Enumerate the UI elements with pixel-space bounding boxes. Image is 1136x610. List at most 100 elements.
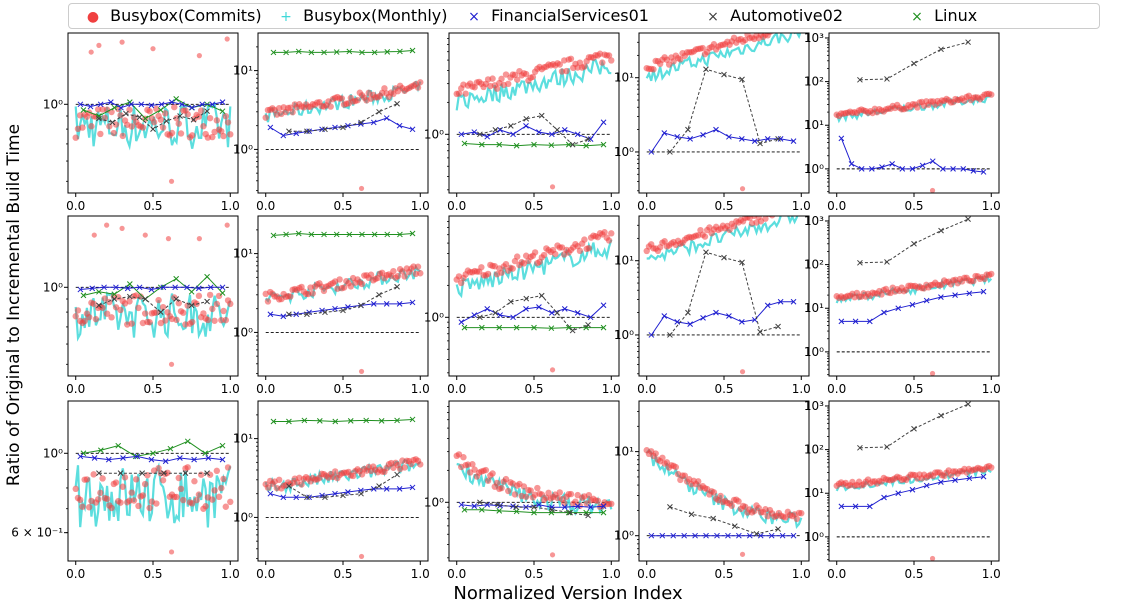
legend-item-linux: × Linux xyxy=(905,6,977,26)
point-busybox-commits-outlier xyxy=(142,232,148,238)
point-busybox-commits xyxy=(213,117,221,124)
point-financialservices01 xyxy=(899,166,906,172)
point-financialservices01 xyxy=(779,532,786,539)
point-financialservices01 xyxy=(168,99,175,105)
point-busybox-commits xyxy=(146,319,153,326)
point-busybox-commits xyxy=(458,279,465,287)
point-financialservices01 xyxy=(868,166,875,172)
point-busybox-commits xyxy=(585,491,593,499)
point-financialservices01 xyxy=(105,456,112,463)
point-busybox-commits xyxy=(581,63,588,70)
legend-label: Busybox(Monthly) xyxy=(303,6,448,25)
point-financialservices01 xyxy=(980,288,987,295)
point-busybox-commits xyxy=(514,76,521,83)
x-tick-label: 1.0 xyxy=(602,567,621,581)
point-busybox-commits xyxy=(471,84,478,91)
point-busybox-commits xyxy=(608,500,615,508)
point-financialservices01 xyxy=(751,138,758,144)
point-financialservices01 xyxy=(587,136,594,143)
x-tick-label: 0.0 xyxy=(827,199,846,213)
point-linux xyxy=(150,450,156,457)
point-busybox-commits xyxy=(605,52,613,59)
point-linux xyxy=(219,108,226,115)
point-financialservices01 xyxy=(661,130,668,136)
point-busybox-commits xyxy=(206,114,214,122)
point-busybox-commits xyxy=(103,495,111,503)
point-automotive02 xyxy=(340,307,346,314)
point-linux xyxy=(565,324,572,331)
point-linux xyxy=(142,115,149,122)
point-busybox-commits xyxy=(511,71,519,79)
series-line-linux xyxy=(83,98,223,120)
point-automotive02 xyxy=(376,291,382,298)
point-financialservices01 xyxy=(345,489,351,495)
point-financialservices01 xyxy=(332,490,338,497)
x-tick-label: 1.0 xyxy=(602,382,621,396)
series-busybox-monthly xyxy=(455,239,613,299)
point-financialservices01 xyxy=(195,285,202,292)
point-linux xyxy=(583,509,590,516)
point-busybox-commits xyxy=(206,291,214,299)
point-financialservices01 xyxy=(790,532,797,539)
point-financialservices01 xyxy=(77,453,84,460)
point-busybox-commits xyxy=(789,19,795,25)
point-financialservices01 xyxy=(77,101,84,108)
point-automotive02 xyxy=(585,512,591,519)
point-busybox-commits xyxy=(769,27,775,33)
point-financialservices01 xyxy=(293,494,300,501)
point-automotive02 xyxy=(322,309,328,316)
point-automotive02 xyxy=(523,295,530,302)
point-busybox-commits xyxy=(94,106,102,113)
x-tick-label: 0.5 xyxy=(524,567,543,581)
point-automotive02 xyxy=(703,249,709,256)
point-busybox-commits xyxy=(514,253,521,260)
point-linux xyxy=(600,141,607,148)
point-automotive02 xyxy=(495,501,501,508)
point-automotive02 xyxy=(507,298,514,305)
series-line-financialservices01 xyxy=(650,301,794,336)
point-busybox-commits-outlier xyxy=(549,367,556,373)
x-tick-label: 0.5 xyxy=(333,199,352,213)
point-automotive02 xyxy=(757,140,763,147)
point-busybox-commits xyxy=(195,292,203,300)
x-tick-label: 0.0 xyxy=(256,199,275,213)
point-busybox-commits xyxy=(101,295,109,302)
point-financialservices01 xyxy=(600,503,607,510)
point-financialservices01 xyxy=(280,494,287,501)
point-financialservices01 xyxy=(587,314,594,321)
point-busybox-commits xyxy=(209,305,216,313)
point-busybox-commits xyxy=(220,132,227,140)
point-linux xyxy=(461,324,468,331)
point-busybox-commits xyxy=(381,85,388,92)
point-busybox-commits xyxy=(540,251,548,259)
point-busybox-commits xyxy=(115,294,122,301)
subplot-1-1: 0.0 0.5 1.0 10⁰ 10¹ xyxy=(233,215,430,396)
point-busybox-commits-outlier xyxy=(196,53,202,59)
point-automotive02 xyxy=(731,523,738,529)
series-line-automotive02 xyxy=(859,218,969,264)
subplot-2-0: 0.0 0.5 1.0 10⁰ 6 × 10⁻¹ xyxy=(11,400,240,581)
x-tick-label: 1.0 xyxy=(411,382,430,396)
point-financialservices01 xyxy=(561,504,568,511)
point-financialservices01 xyxy=(670,532,677,539)
point-financialservices01 xyxy=(383,486,390,492)
point-busybox-commits xyxy=(527,487,534,494)
point-financialservices01 xyxy=(107,99,114,105)
point-busybox-commits xyxy=(773,206,779,212)
point-busybox-commits xyxy=(793,515,800,523)
point-busybox-commits xyxy=(327,103,334,110)
point-financialservices01 xyxy=(471,129,478,135)
point-linux xyxy=(204,273,210,280)
plot-area xyxy=(453,451,615,558)
point-busybox-commits xyxy=(112,121,120,128)
point-busybox-commits-outlier xyxy=(168,549,175,555)
point-financialservices01 xyxy=(600,302,607,309)
point-linux xyxy=(409,230,416,237)
point-automotive02 xyxy=(884,76,890,82)
point-financialservices01 xyxy=(768,532,775,539)
point-busybox-commits xyxy=(358,280,366,288)
subplot-0-3: 0.0 0.5 1.0 10⁰ 10¹ xyxy=(614,19,811,213)
point-busybox-commits xyxy=(222,316,229,324)
point-busybox-commits xyxy=(211,487,218,494)
point-financialservices01 xyxy=(648,532,655,539)
